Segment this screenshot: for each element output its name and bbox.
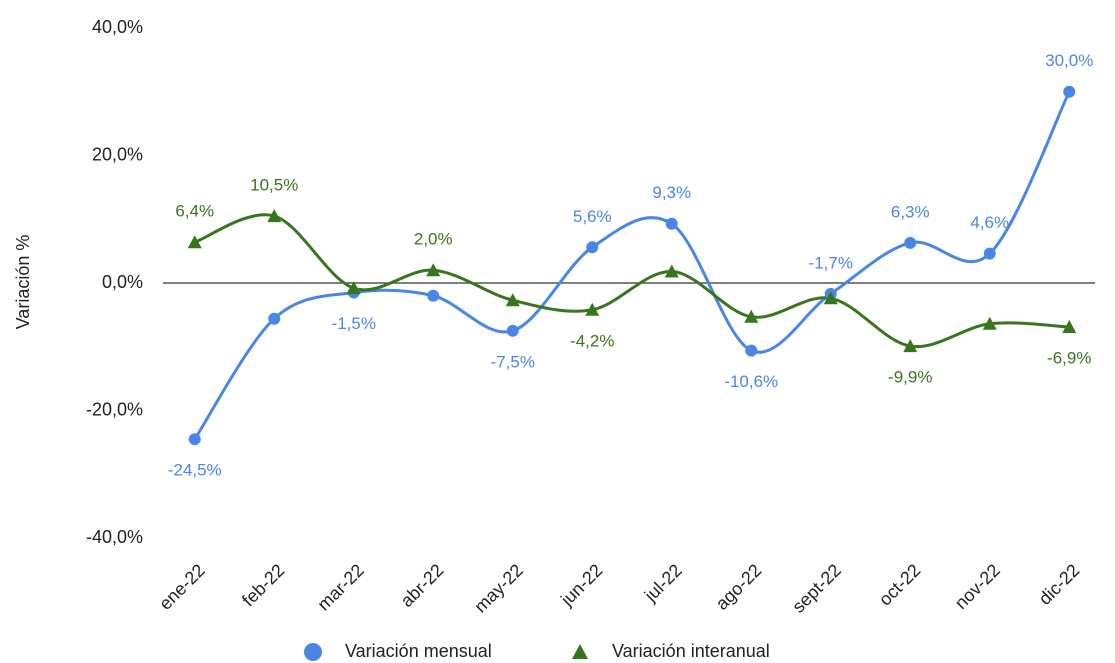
legend-label: Variación mensual [345,641,492,661]
data-label: 2,0% [414,230,453,249]
data-label: -9,9% [888,368,932,387]
data-label: -4,2% [570,331,614,350]
data-point [903,339,918,353]
data-point [1062,319,1077,333]
y-tick-label: 0,0% [102,272,143,292]
data-label: 6,3% [891,202,930,221]
x-tick-label: sept-22 [788,560,845,617]
legend-marker [304,643,322,661]
data-label: 10,5% [250,176,298,195]
data-label: -7,5% [491,352,535,371]
data-point [188,433,201,446]
data-point [505,293,520,307]
data-label: -1,7% [809,253,853,272]
x-tick-label: nov-22 [951,560,1004,613]
x-tick-label: ene-22 [155,560,209,614]
data-point [506,324,519,337]
y-tick-label: 40,0% [92,17,143,37]
data-point [665,217,678,230]
data-label: -10,6% [724,372,778,391]
x-tick-label: abr-22 [397,560,448,611]
data-point [268,312,281,325]
data-point [904,236,917,249]
data-label: -1,5% [332,314,376,333]
data-point [744,309,759,323]
x-tick-label: feb-22 [238,560,288,610]
x-tick-label: may-22 [470,560,527,617]
y-axis-label: Variación % [13,235,33,330]
legend-marker [572,644,588,659]
series-line [194,213,1070,349]
data-point [427,289,440,302]
data-point [664,264,679,278]
series-line [193,91,1071,441]
data-point [745,344,758,357]
y-tick-label: 20,0% [92,144,143,164]
data-point [187,235,202,249]
data-point [346,281,361,295]
x-tick-label: jun-22 [556,560,606,610]
data-point [585,302,600,316]
x-tick-label: oct-22 [875,560,925,610]
data-point [586,241,599,254]
data-label: 9,3% [652,183,691,202]
y-tick-label: -40,0% [86,527,143,547]
data-label: 30,0% [1045,51,1093,70]
data-label: 6,4% [175,202,214,221]
legend-label: Variación interanual [612,641,770,661]
data-label: -6,9% [1047,348,1091,367]
data-point [823,291,838,305]
x-tick-label: dic-22 [1035,560,1084,609]
x-tick-label: ago-22 [712,560,766,614]
data-label: 5,6% [573,207,612,226]
data-point [983,247,996,260]
data-point [1063,85,1076,98]
data-label: -24,5% [168,461,222,480]
data-label: 4,6% [970,213,1009,232]
data-point [982,316,997,330]
data-point [426,263,441,277]
data-point [267,209,282,223]
x-tick-label: jul-22 [640,560,686,606]
x-tick-label: mar-22 [313,560,367,614]
y-tick-label: -20,0% [86,399,143,419]
